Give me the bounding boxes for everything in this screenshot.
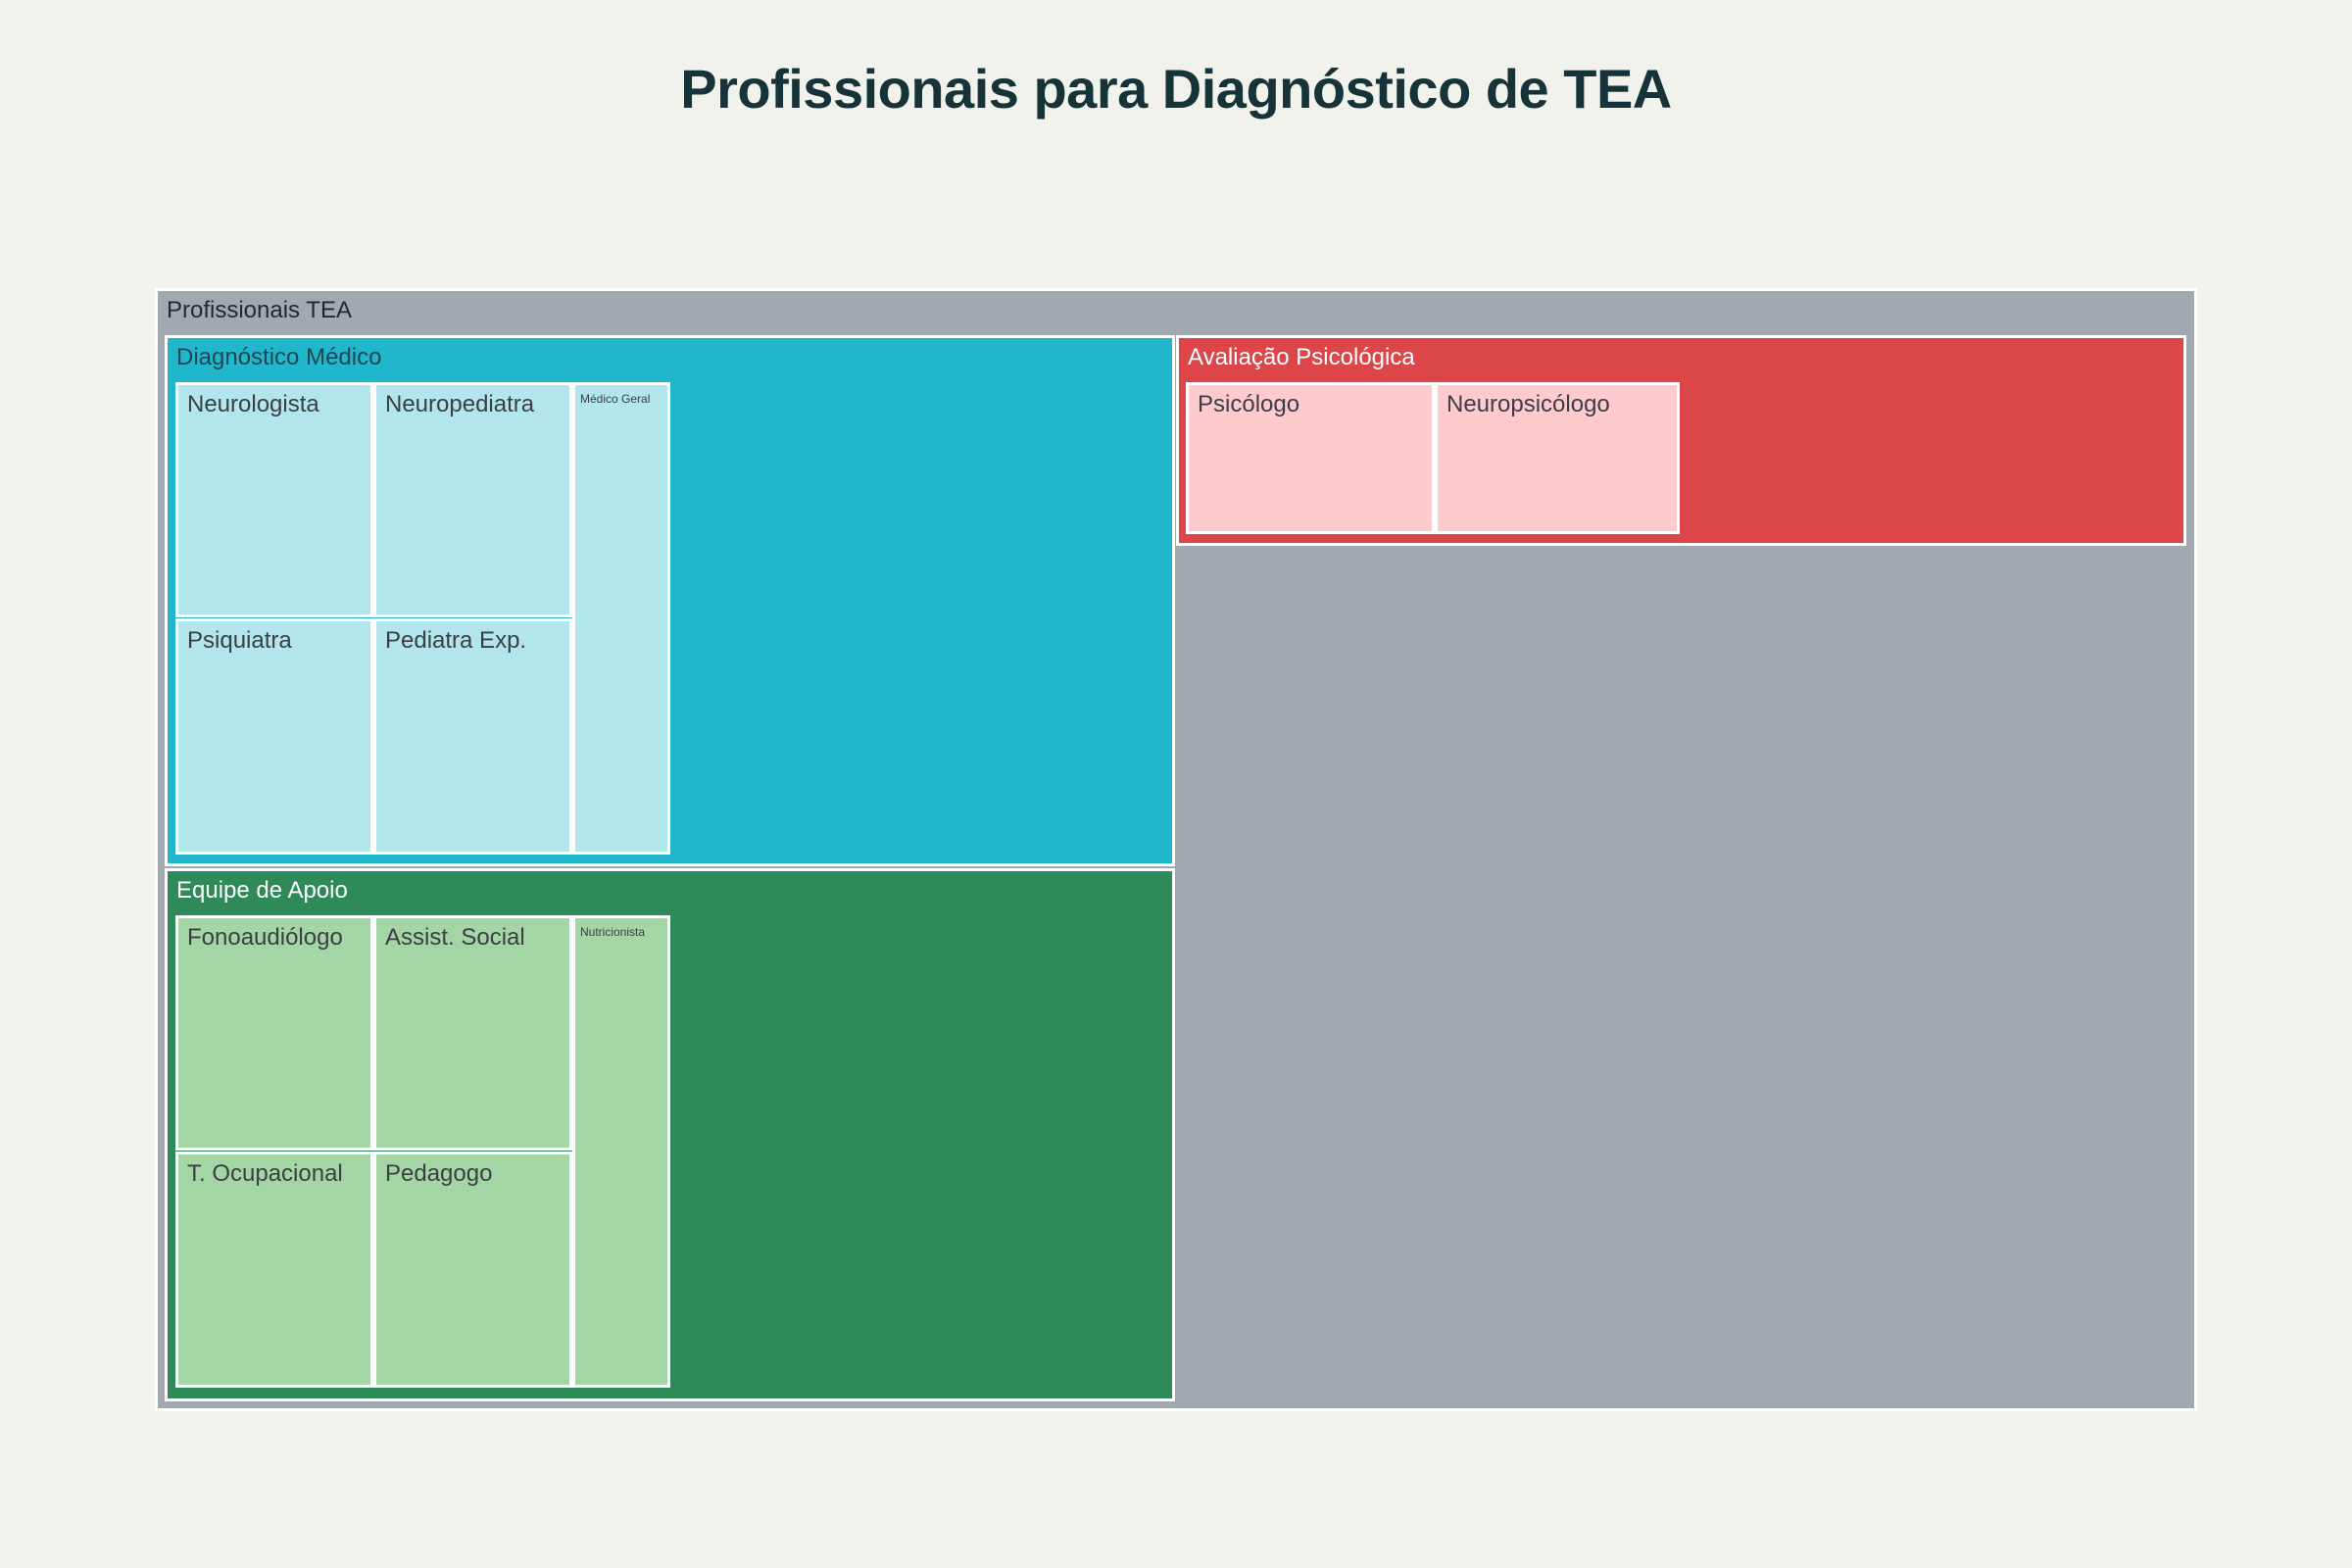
leaf-assist-social-label: Assist. Social xyxy=(385,924,525,951)
leaf-t-ocupacional-label: T. Ocupacional xyxy=(187,1160,343,1187)
chart-title: Profissionais para Diagnóstico de TEA xyxy=(680,58,1672,120)
leaf-psiquiatra-label: Psiquiatra xyxy=(187,627,292,654)
leaf-neuropediatra[interactable]: Neuropediatra xyxy=(373,382,572,617)
leaf-pedagogo-label: Pedagogo xyxy=(385,1160,493,1187)
leaf-neuropsicologo-label: Neuropsicólogo xyxy=(1446,391,1610,417)
leaf-neuropsicologo[interactable]: Neuropsicólogo xyxy=(1435,382,1680,534)
leaf-nutricionista[interactable]: Nutricionista xyxy=(572,915,670,1388)
leaf-neuropediatra-label: Neuropediatra xyxy=(385,391,535,417)
leaf-psiquiatra[interactable]: Psiquiatra xyxy=(175,618,373,855)
leaf-pediatra-exp-label: Pediatra Exp. xyxy=(385,627,527,654)
leaf-pedagogo[interactable]: Pedagogo xyxy=(373,1152,572,1388)
leaf-psicologo-label: Psicólogo xyxy=(1198,391,1300,417)
group-avaliacao-psicologica-label: Avaliação Psicológica xyxy=(1188,344,1415,370)
leaf-fonoaudiologo[interactable]: Fonoaudiólogo xyxy=(175,915,373,1151)
leaf-fonoaudiologo-label: Fonoaudiólogo xyxy=(187,924,343,951)
leaf-pediatra-exp[interactable]: Pediatra Exp. xyxy=(373,618,572,855)
leaf-neurologista-label: Neurologista xyxy=(187,391,319,417)
leaf-medico-geral-label: Médico Geral xyxy=(580,392,651,406)
group-equipe-de-apoio-label: Equipe de Apoio xyxy=(176,877,348,904)
group-diagnostico-medico-label: Diagnóstico Médico xyxy=(176,344,382,370)
leaf-assist-social[interactable]: Assist. Social xyxy=(373,915,572,1151)
treemap-root-label: Profissionais TEA xyxy=(167,297,352,323)
leaf-t-ocupacional[interactable]: T. Ocupacional xyxy=(175,1152,373,1388)
leaf-medico-geral[interactable]: Médico Geral xyxy=(572,382,670,855)
leaf-neurologista[interactable]: Neurologista xyxy=(175,382,373,617)
leaf-nutricionista-label: Nutricionista xyxy=(580,925,646,939)
leaf-psicologo[interactable]: Psicólogo xyxy=(1186,382,1435,534)
